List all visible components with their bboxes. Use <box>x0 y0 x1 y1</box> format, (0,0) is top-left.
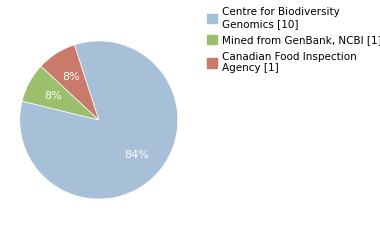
Text: 84%: 84% <box>124 150 149 160</box>
Wedge shape <box>20 41 178 199</box>
Text: 8%: 8% <box>62 72 80 82</box>
Text: 8%: 8% <box>45 90 62 101</box>
Wedge shape <box>41 45 99 120</box>
Wedge shape <box>22 66 99 120</box>
Legend: Centre for Biodiversity
Genomics [10], Mined from GenBank, NCBI [1], Canadian Fo: Centre for Biodiversity Genomics [10], M… <box>205 5 380 75</box>
